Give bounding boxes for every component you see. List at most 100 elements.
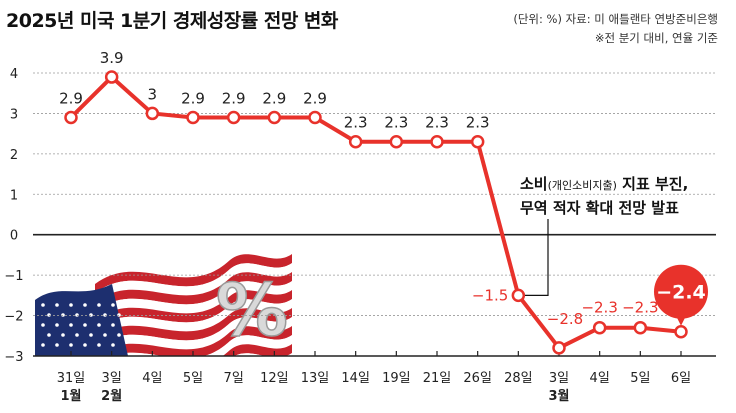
flag-star [61, 333, 65, 337]
flag-stripe [95, 263, 292, 302]
flag-star [41, 343, 45, 347]
data-label: −2.3 [622, 299, 658, 317]
flag-star [89, 333, 93, 337]
flag-star [55, 323, 59, 327]
flag-star [55, 303, 59, 307]
flag-star [117, 333, 121, 337]
y-tick-label: 2 [10, 148, 18, 163]
flag-star [41, 323, 45, 327]
data-point [308, 110, 322, 125]
data-label: 3.9 [100, 49, 124, 67]
x-tick-label: 13일 [301, 371, 330, 386]
data-point [511, 288, 526, 303]
data-point [674, 324, 688, 339]
highlight-value-label: −2.4 [656, 282, 706, 304]
flag-star [47, 313, 51, 317]
flag-star [69, 343, 73, 347]
x-tick-label: 12일 [260, 371, 289, 386]
data-label: 2.3 [425, 114, 449, 132]
flag-star [75, 313, 79, 317]
x-tick-label: 4일 [142, 371, 162, 386]
month-label: 2월 [101, 388, 122, 404]
x-tick-label: 21일 [423, 371, 452, 386]
percent-icon: % [216, 268, 288, 352]
data-point [592, 320, 607, 335]
data-label: −2.3 [581, 299, 617, 317]
x-tick-label: 3일 [102, 371, 122, 386]
flag-star [61, 313, 65, 317]
us-flag-decoration: % [33, 254, 333, 413]
flag-star [69, 303, 73, 307]
flag-star [117, 313, 121, 317]
highlight-bubble [654, 264, 708, 319]
data-point [226, 110, 241, 125]
source-basis-line: ※전 분기 대비, 연율 기준 [594, 31, 718, 45]
flag-star [97, 343, 101, 347]
data-point [145, 106, 160, 121]
flag-star [41, 303, 45, 307]
y-tick-label: −2 [4, 310, 23, 325]
annotation-line-2: 무역 적자 확대 전망 발표 [520, 199, 679, 217]
flag-stripe [95, 281, 292, 320]
data-label: 2.9 [222, 89, 246, 107]
data-point [186, 110, 200, 125]
data-point [64, 110, 78, 125]
flag-star [55, 343, 59, 347]
x-tick-label: 14일 [341, 371, 370, 386]
data-point [104, 70, 119, 84]
data-label: 2.3 [384, 114, 408, 132]
y-tick-label: 0 [10, 229, 18, 244]
x-tick-label: 4일 [590, 371, 610, 386]
flag-star [69, 323, 73, 327]
data-point [389, 134, 404, 149]
flag-star [75, 333, 79, 337]
x-tick-label: 28일 [504, 371, 533, 386]
flag-stripe [95, 290, 292, 329]
flag-star [111, 323, 115, 327]
flag-star [83, 323, 87, 327]
data-point [348, 134, 363, 149]
data-point [633, 320, 648, 335]
x-tick-label: 7일 [224, 371, 244, 386]
data-label: 3 [148, 85, 158, 103]
flag-star [111, 343, 115, 347]
data-point [430, 134, 444, 149]
flag-stripe [95, 317, 292, 356]
flag-star [97, 323, 101, 327]
data-point [470, 134, 485, 149]
flag-mask [33, 356, 333, 413]
flag-canton [35, 284, 128, 356]
data-label: 2.9 [181, 89, 205, 107]
flag-star [111, 303, 115, 307]
x-tick-label: 19일 [382, 371, 411, 386]
data-label: 2.9 [59, 89, 83, 107]
data-label: −1.5 [472, 286, 508, 304]
x-tick-label: 5일 [183, 371, 203, 386]
chart-title: 2025년 미국 1분기 경제성장률 전망 변화 [6, 10, 338, 32]
y-tick-label: 1 [10, 188, 18, 203]
flag-star [97, 303, 101, 307]
annotation-line-1: 소비(개인소비지출) 지표 부진, [520, 175, 688, 193]
series-line [69, 75, 682, 350]
y-tick-label: 4 [10, 67, 18, 82]
data-label: −2.8 [547, 310, 583, 328]
flag-stripe [95, 299, 292, 338]
x-tick-label: 6일 [671, 371, 691, 386]
data-point [267, 110, 282, 125]
source-unit-line: (단위: %) 자료: 미 애틀랜타 연방준비은행 [513, 12, 718, 26]
flag-star [103, 333, 107, 337]
data-label: 2.3 [344, 114, 368, 132]
data-label: 2.3 [466, 114, 490, 132]
y-tick-label: −3 [4, 350, 23, 365]
data-label: 2.9 [262, 89, 286, 107]
flag-star [89, 313, 93, 317]
source-note: (단위: %) 자료: 미 애틀랜타 연방준비은행 ※전 분기 대비, 연율 기… [513, 10, 718, 48]
y-tick-label: 3 [10, 107, 18, 122]
flag-star [103, 313, 107, 317]
flag-star [47, 333, 51, 337]
flag-stripe [95, 254, 292, 293]
month-label: 1월 [60, 388, 81, 404]
x-tick-label: 5일 [630, 371, 650, 386]
annotation-leader [524, 219, 549, 296]
